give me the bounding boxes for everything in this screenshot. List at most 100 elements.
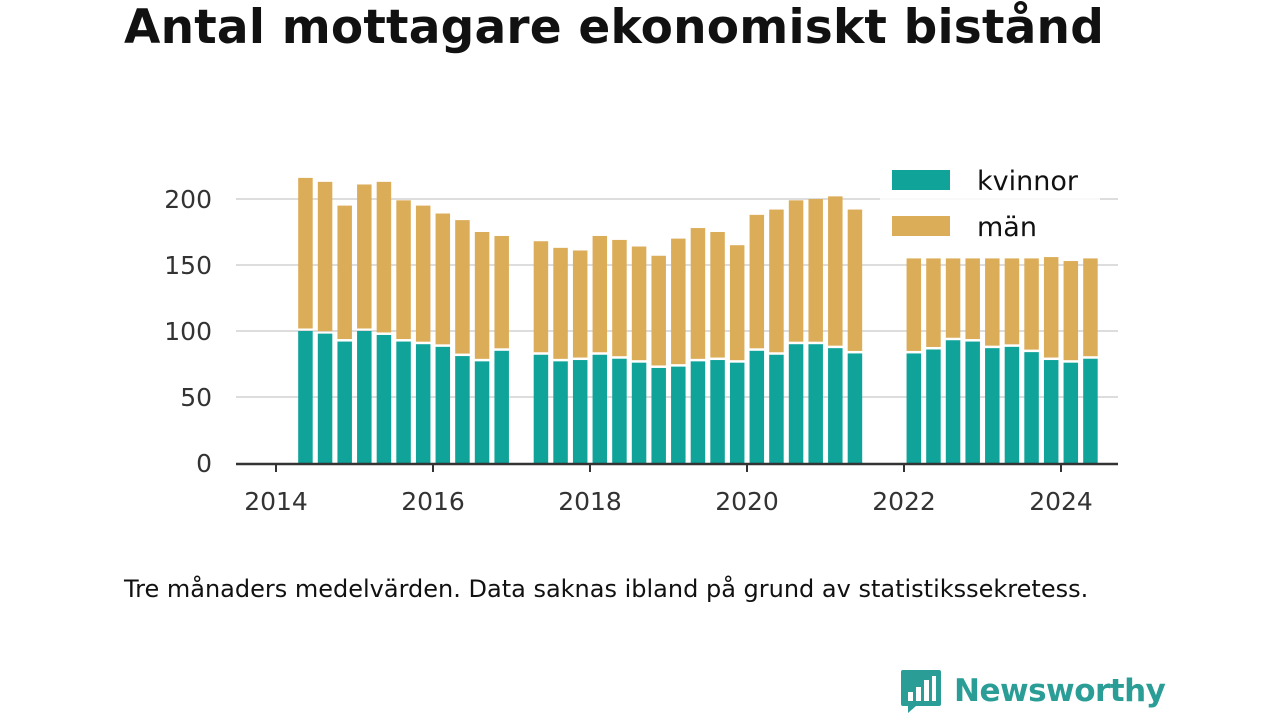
x-tick-label: 2016 — [401, 487, 465, 516]
bar-kvinnor — [808, 344, 823, 463]
bar-kvinnor — [357, 331, 372, 463]
legend: kvinnor män — [880, 158, 1100, 248]
x-tick-label: 2024 — [1029, 487, 1093, 516]
bar-kvinnor — [788, 344, 804, 463]
y-tick-label: 50 — [180, 383, 212, 412]
bar-kvinnor — [337, 341, 352, 463]
bar-man — [298, 177, 313, 329]
brand-name: Newsworthy — [954, 673, 1166, 709]
bar-man — [828, 196, 843, 346]
bar-kvinnor — [612, 358, 627, 463]
bar-kvinnor — [926, 349, 941, 463]
bar-kvinnor — [1024, 352, 1039, 463]
bar-man — [455, 220, 470, 354]
legend-label-kvinnor: kvinnor — [977, 166, 1079, 197]
chart-title: Antal mottagare ekonomiskt bistånd — [124, 0, 1105, 55]
bar-man — [592, 235, 608, 353]
x-tick-label: 2020 — [715, 487, 779, 516]
bar-man — [572, 250, 588, 358]
bar-man — [729, 245, 745, 361]
bar-man — [906, 258, 922, 351]
brand-logo[interactable]: Newsworthy — [900, 668, 1166, 714]
bar-kvinnor — [671, 366, 686, 463]
bar-kvinnor — [435, 346, 451, 463]
x-axis: 2014 2016 2018 2020 2022 2024 — [236, 462, 1118, 516]
legend-label-man: män — [977, 212, 1037, 243]
bar-man — [808, 199, 823, 342]
bar-kvinnor — [298, 331, 313, 463]
y-axis-tick-labels: 0 50 100 150 200 — [164, 185, 212, 478]
y-tick-label: 100 — [164, 317, 212, 346]
bar-kvinnor — [690, 361, 706, 463]
bar-kvinnor — [945, 340, 961, 463]
legend-swatch-kvinnor — [892, 170, 950, 190]
bar-kvinnor — [317, 333, 333, 463]
chart-footnote: Tre månaders medelvärden. Data saknas ib… — [124, 575, 1089, 603]
bar-kvinnor — [985, 348, 1000, 463]
bar-kvinnor — [415, 344, 431, 463]
bar-kvinnor — [1083, 358, 1098, 463]
x-tick-label: 2022 — [872, 487, 936, 516]
stacked-bar-chart: 0 50 100 150 200 2014 2016 2018 2020 2022 2024 kv… — [164, 158, 1118, 516]
bar-kvinnor — [572, 360, 588, 463]
bar-kvinnor — [828, 348, 843, 463]
bar-man — [317, 181, 333, 332]
bar-kvinnor — [651, 367, 666, 463]
bar-man — [494, 235, 509, 349]
bar-kvinnor — [553, 361, 568, 463]
bar-man — [749, 214, 765, 349]
bar-man — [1083, 258, 1098, 357]
bar-kvinnor — [455, 356, 470, 463]
bar-kvinnor — [376, 334, 392, 463]
bar-man — [631, 246, 647, 361]
bars — [298, 177, 1098, 463]
bar-man — [396, 200, 411, 340]
bar-kvinnor — [906, 353, 922, 463]
bar-man — [533, 241, 549, 353]
bar-man — [965, 258, 980, 340]
y-tick-label: 0 — [196, 449, 212, 478]
bar-kvinnor — [494, 350, 509, 463]
bar-man — [985, 258, 1000, 346]
y-tick-label: 150 — [164, 251, 212, 280]
bar-man — [651, 255, 666, 366]
x-tick-label: 2014 — [244, 487, 308, 516]
bar-kvinnor — [749, 350, 765, 463]
bar-man — [769, 209, 784, 353]
bar-kvinnor — [396, 341, 411, 463]
bar-man — [415, 205, 431, 342]
bar-man — [1063, 261, 1079, 361]
bar-man — [1004, 258, 1020, 345]
bar-man — [926, 258, 941, 347]
bar-kvinnor — [592, 354, 608, 463]
bar-kvinnor — [1004, 346, 1020, 463]
bar-kvinnor — [769, 354, 784, 463]
bar-man — [435, 213, 451, 345]
bar-kvinnor — [1043, 360, 1059, 463]
bar-kvinnor — [533, 354, 549, 463]
bar-kvinnor — [729, 362, 745, 463]
bar-kvinnor — [710, 360, 725, 463]
bar-man — [337, 205, 352, 340]
bar-kvinnor — [1063, 362, 1079, 463]
bar-man — [945, 258, 961, 338]
bar-man — [847, 209, 863, 351]
bar-man — [1043, 257, 1059, 358]
x-tick-label: 2018 — [558, 487, 622, 516]
legend-swatch-man — [892, 216, 950, 236]
bar-kvinnor — [965, 341, 980, 463]
bar-man — [710, 232, 725, 358]
bar-man — [690, 228, 706, 359]
bar-kvinnor — [474, 361, 490, 463]
y-tick-label: 200 — [164, 185, 212, 214]
bar-kvinnor — [847, 353, 863, 463]
bar-man — [474, 232, 490, 359]
bar-man — [553, 247, 568, 359]
bar-man — [671, 238, 686, 365]
bar-man — [1024, 258, 1039, 350]
bar-kvinnor — [631, 362, 647, 463]
bar-man — [376, 181, 392, 333]
bar-man — [357, 184, 372, 329]
bar-chart-speech-bubble-icon — [901, 670, 941, 713]
bar-man — [788, 200, 804, 342]
